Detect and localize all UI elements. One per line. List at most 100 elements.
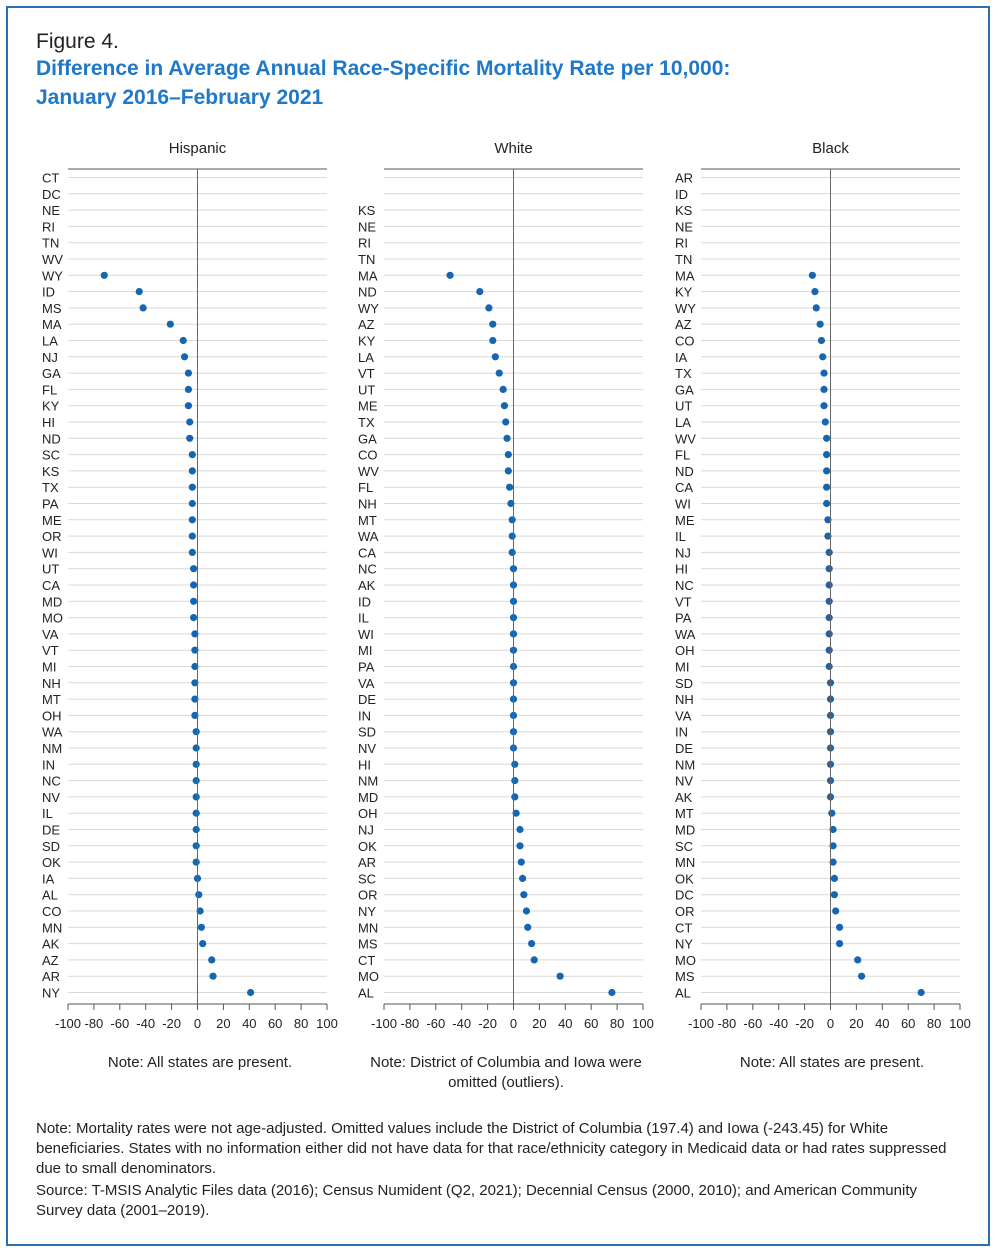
state-label-il: IL xyxy=(675,529,686,544)
data-point-vt xyxy=(191,646,199,654)
state-label-ct: CT xyxy=(42,171,59,186)
footnote-note: Note: Mortality rates were not age-adjus… xyxy=(36,1120,947,1177)
x-tick-label: 20 xyxy=(216,1016,230,1031)
x-tick-label: -80 xyxy=(401,1016,420,1031)
state-label-ky: KY xyxy=(42,399,60,414)
state-label-nd: ND xyxy=(675,464,694,479)
data-point-tx xyxy=(502,418,510,426)
x-tick-label: -100 xyxy=(55,1016,81,1031)
x-tick-label: 20 xyxy=(849,1016,863,1031)
data-point-ia xyxy=(819,353,827,361)
data-point-la xyxy=(821,418,829,426)
state-label-ky: KY xyxy=(358,334,376,349)
data-point-ut xyxy=(499,385,507,393)
x-tick-label: 0 xyxy=(194,1016,201,1031)
state-label-or: OR xyxy=(42,529,62,544)
state-label-mo: MO xyxy=(675,953,696,968)
x-tick-label: -80 xyxy=(85,1016,104,1031)
data-point-la xyxy=(179,336,187,345)
state-label-id: ID xyxy=(358,594,371,609)
state-label-ne: NE xyxy=(42,203,60,218)
x-tick-label: 100 xyxy=(316,1016,338,1031)
state-label-ut: UT xyxy=(675,399,692,414)
state-label-me: ME xyxy=(675,513,695,528)
data-point-fl xyxy=(184,385,193,393)
data-point-mn xyxy=(829,858,837,866)
x-tick-label: 60 xyxy=(268,1016,282,1031)
data-point-ar xyxy=(209,972,217,980)
state-label-ar: AR xyxy=(358,855,376,870)
data-point-me xyxy=(188,516,196,524)
data-point-ca xyxy=(823,483,831,491)
state-label-in: IN xyxy=(42,757,55,772)
state-label-ar: AR xyxy=(42,969,60,984)
state-label-wv: WV xyxy=(42,252,63,267)
x-tick-label: -20 xyxy=(795,1016,814,1031)
state-label-wy: WY xyxy=(358,301,379,316)
data-point-hi xyxy=(825,565,833,573)
state-label-ak: AK xyxy=(675,790,693,805)
data-point-ok xyxy=(830,874,838,883)
data-point-mt xyxy=(191,695,199,703)
state-label-pa: PA xyxy=(675,611,692,626)
state-label-tx: TX xyxy=(42,480,59,495)
state-label-ny: NY xyxy=(42,986,60,1001)
data-point-hi xyxy=(186,418,194,426)
data-point-ma xyxy=(446,271,454,279)
x-tick-label: 80 xyxy=(610,1016,624,1031)
data-point-al xyxy=(608,988,616,997)
data-point-ca xyxy=(508,548,516,557)
state-label-mi: MI xyxy=(42,660,56,675)
state-label-wa: WA xyxy=(42,725,63,740)
state-label-me: ME xyxy=(42,513,62,528)
figure-border xyxy=(6,6,990,1246)
data-point-ak xyxy=(199,940,207,948)
state-label-il: IL xyxy=(358,611,369,626)
state-label-wi: WI xyxy=(675,497,691,512)
state-label-ak: AK xyxy=(358,578,376,593)
state-label-tx: TX xyxy=(675,366,692,381)
state-label-md: MD xyxy=(42,594,62,609)
x-tick-label: 80 xyxy=(294,1016,308,1031)
data-point-nj xyxy=(825,548,833,557)
state-label-mt: MT xyxy=(42,692,61,707)
state-label-ma: MA xyxy=(675,268,695,283)
footnotes: Note: Mortality rates were not age-adjus… xyxy=(36,1119,956,1223)
state-label-or: OR xyxy=(358,888,378,903)
state-label-ct: CT xyxy=(358,953,375,968)
data-point-nm xyxy=(511,777,519,785)
state-label-fl: FL xyxy=(42,382,57,397)
data-point-id xyxy=(135,288,143,296)
data-point-dc xyxy=(830,891,838,899)
chart-title-line-2: January 2016–February 2021 xyxy=(36,86,324,109)
state-label-dc: DC xyxy=(42,187,61,202)
data-point-az xyxy=(208,956,216,964)
data-point-me xyxy=(500,402,509,410)
state-label-la: LA xyxy=(358,350,374,365)
state-label-ut: UT xyxy=(358,382,375,397)
state-label-va: VA xyxy=(675,708,692,723)
state-label-nh: NH xyxy=(358,497,377,512)
state-label-nv: NV xyxy=(358,741,376,756)
state-label-mo: MO xyxy=(358,969,379,984)
figure-label: Figure 4. xyxy=(36,30,119,53)
state-label-al: AL xyxy=(358,986,374,1001)
data-point-nj xyxy=(516,825,524,834)
state-label-nj: NJ xyxy=(358,823,374,838)
data-point-ca xyxy=(190,581,198,589)
data-point-ga xyxy=(820,385,828,393)
data-point-al xyxy=(195,891,203,899)
data-point-mo xyxy=(556,972,564,980)
state-label-az: AZ xyxy=(42,953,59,968)
data-point-ma xyxy=(808,271,816,279)
state-label-il: IL xyxy=(42,806,53,821)
data-point-wa xyxy=(825,630,833,638)
state-label-hi: HI xyxy=(42,415,55,430)
state-label-wy: WY xyxy=(675,301,696,316)
state-label-mn: MN xyxy=(358,920,378,935)
state-label-ia: IA xyxy=(42,871,55,886)
x-tick-label: 80 xyxy=(927,1016,941,1031)
state-label-nc: NC xyxy=(358,562,377,577)
data-point-co xyxy=(504,451,512,459)
data-point-nd xyxy=(476,288,484,296)
